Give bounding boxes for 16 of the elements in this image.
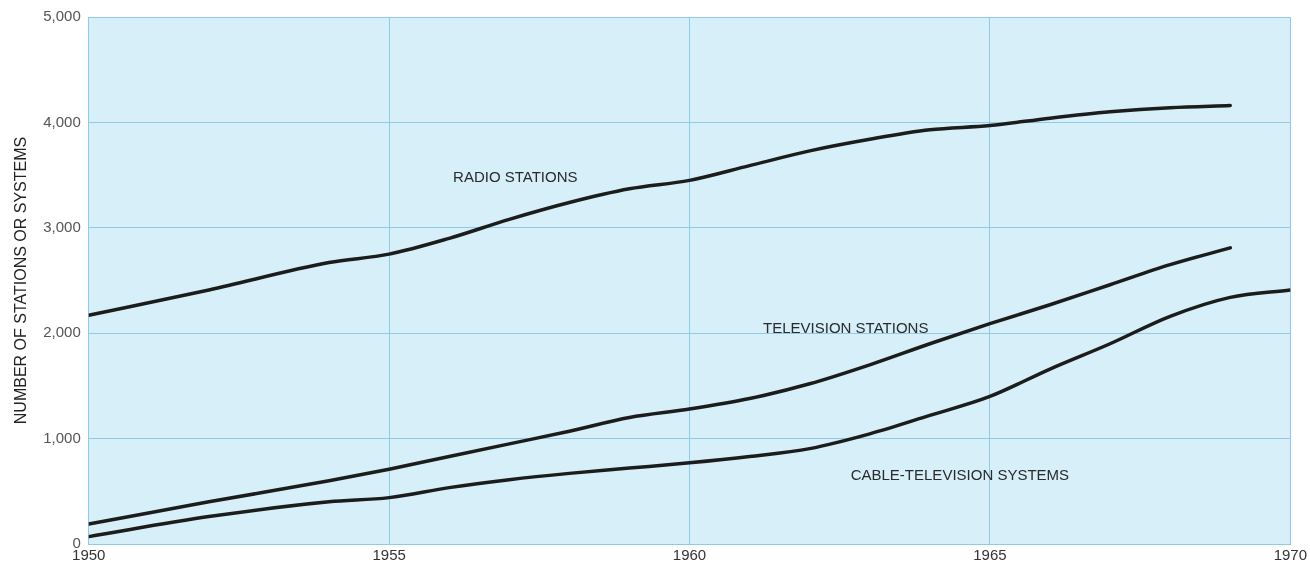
series-label: TELEVISION STATIONS xyxy=(763,318,929,336)
y-tick-label: 4,000 xyxy=(43,112,81,130)
line-series xyxy=(88,246,1232,526)
series-label: RADIO STATIONS xyxy=(453,167,578,185)
x-tick-label: 1970 xyxy=(1273,546,1307,564)
y-tick-label: 2,000 xyxy=(43,323,81,341)
x-tick-label: 1965 xyxy=(973,546,1007,564)
y-tick-label: 1,000 xyxy=(43,428,81,446)
y-tick-label: 5,000 xyxy=(43,7,81,25)
x-tick-label: 1955 xyxy=(372,546,406,564)
x-tick-label: 1960 xyxy=(672,546,707,564)
y-axis-title: NUMBER OF STATIONS OR SYSTEMS xyxy=(12,136,30,425)
line-series xyxy=(88,103,1232,318)
series-label: CABLE-TELEVISION SYSTEMS xyxy=(850,465,1070,483)
line-series xyxy=(88,288,1291,539)
y-tick-label: 3,000 xyxy=(43,217,81,235)
